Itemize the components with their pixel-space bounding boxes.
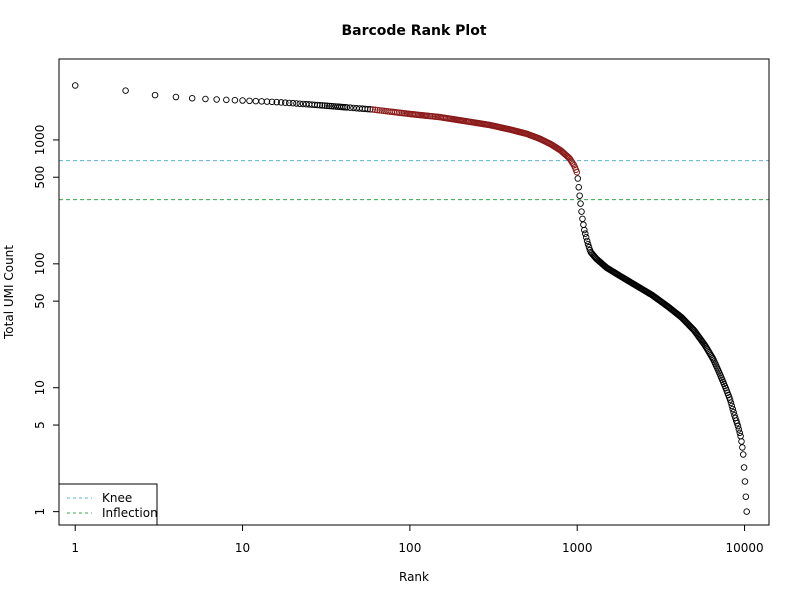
barcode-point xyxy=(739,451,747,458)
y-tick-label: 10 xyxy=(33,380,47,395)
barcode-point xyxy=(577,200,584,207)
barcode-point xyxy=(574,175,582,182)
barcode-point xyxy=(151,91,159,99)
barcode-point xyxy=(575,184,582,191)
barcode-point xyxy=(569,160,577,168)
barcode-point xyxy=(579,215,586,223)
barcode-point xyxy=(741,478,749,485)
barcode-point xyxy=(343,104,351,111)
barcode-point xyxy=(293,100,300,107)
barcode-point xyxy=(346,104,354,111)
y-tick-label: 5 xyxy=(33,421,47,429)
y-tick-label: 1000 xyxy=(33,125,47,156)
barcode-point xyxy=(326,102,333,110)
barcode-point xyxy=(726,396,734,403)
barcode-point xyxy=(739,444,746,451)
barcode-point xyxy=(736,429,743,437)
barcode-point xyxy=(380,107,388,115)
x-tick-label: 10 xyxy=(235,541,250,555)
barcode-point xyxy=(277,99,285,106)
legend-inflection-label: Inflection xyxy=(102,506,158,520)
y-tick-label: 500 xyxy=(33,166,47,189)
barcode-point xyxy=(369,106,377,113)
barcode-point xyxy=(273,98,280,106)
barcode-point xyxy=(316,101,324,109)
barcode-point xyxy=(576,192,583,199)
barcode-point xyxy=(263,98,271,105)
barcode-point xyxy=(319,102,326,109)
x-tick-label: 10000 xyxy=(725,541,763,555)
barcode-point xyxy=(172,93,180,101)
barcode-point xyxy=(188,94,196,102)
barcode-point xyxy=(246,97,253,105)
barcode-point xyxy=(285,99,293,107)
barcode-point xyxy=(371,106,379,114)
barcode-point xyxy=(733,419,741,427)
chart-title: Barcode Rank Plot xyxy=(341,23,486,39)
barcode-point xyxy=(299,100,307,108)
barcode-point xyxy=(742,493,750,500)
y-tick-label: 50 xyxy=(33,293,47,308)
barcode-point xyxy=(323,102,331,110)
y-axis-label: Total UMI Count xyxy=(2,245,16,340)
x-axis-label: Rank xyxy=(399,570,429,584)
legend-knee-label: Knee xyxy=(102,491,132,505)
legend-box xyxy=(58,483,158,526)
barcode-point xyxy=(580,221,587,228)
barcode-point xyxy=(735,426,743,433)
barcode-point xyxy=(350,104,357,112)
barcode-point xyxy=(738,438,745,445)
x-tick-label: 1 xyxy=(71,541,79,555)
barcode-point xyxy=(740,464,748,471)
barcode-point xyxy=(239,97,246,104)
barcode-point xyxy=(282,99,289,106)
barcode-point xyxy=(213,96,220,103)
barcode-point xyxy=(223,96,230,104)
barcode-point xyxy=(376,107,383,114)
barcode-point xyxy=(730,408,737,416)
barcode-point xyxy=(328,102,335,110)
barcode-point xyxy=(367,106,374,113)
barcode-point xyxy=(314,101,321,109)
barcode-point xyxy=(321,102,329,109)
y-tick-label: 1 xyxy=(33,508,47,516)
barcode-point xyxy=(743,508,750,515)
barcode-point xyxy=(582,233,590,241)
barcode-point xyxy=(364,105,372,113)
x-tick-label: 100 xyxy=(398,541,421,555)
plot-frame xyxy=(58,58,770,526)
barcode-point xyxy=(231,96,239,104)
barcode-point xyxy=(258,98,265,105)
barcode-point xyxy=(378,107,386,114)
barcode-point xyxy=(737,432,744,440)
x-tick-label: 1000 xyxy=(562,541,593,555)
barcode-point xyxy=(289,99,297,107)
barcode-point xyxy=(252,97,260,105)
barcode-point xyxy=(573,168,581,176)
barcode-point xyxy=(582,230,589,237)
barcode-point xyxy=(268,98,276,106)
barcode-point xyxy=(122,87,129,94)
legend: Knee Inflection xyxy=(58,483,158,526)
barcode-point xyxy=(734,422,742,430)
data-points xyxy=(71,82,750,515)
barcode-point xyxy=(202,95,209,103)
threshold-lines xyxy=(59,160,769,201)
barcode-point xyxy=(581,226,588,234)
barcode-point xyxy=(727,399,735,407)
y-tick-label: 100 xyxy=(33,252,47,275)
barcode-point xyxy=(729,405,736,413)
barcode-point xyxy=(583,237,591,245)
barcode-point xyxy=(578,208,585,215)
barcode-point xyxy=(71,82,79,89)
y-axis: 1 5 10 50 100 500 1000 xyxy=(33,125,60,516)
barcode-point xyxy=(374,106,381,114)
barcode-point xyxy=(584,240,592,248)
barcode-point xyxy=(296,100,304,107)
x-axis: 1 10 100 1000 10000 xyxy=(71,524,764,555)
barcode-point xyxy=(728,402,736,410)
